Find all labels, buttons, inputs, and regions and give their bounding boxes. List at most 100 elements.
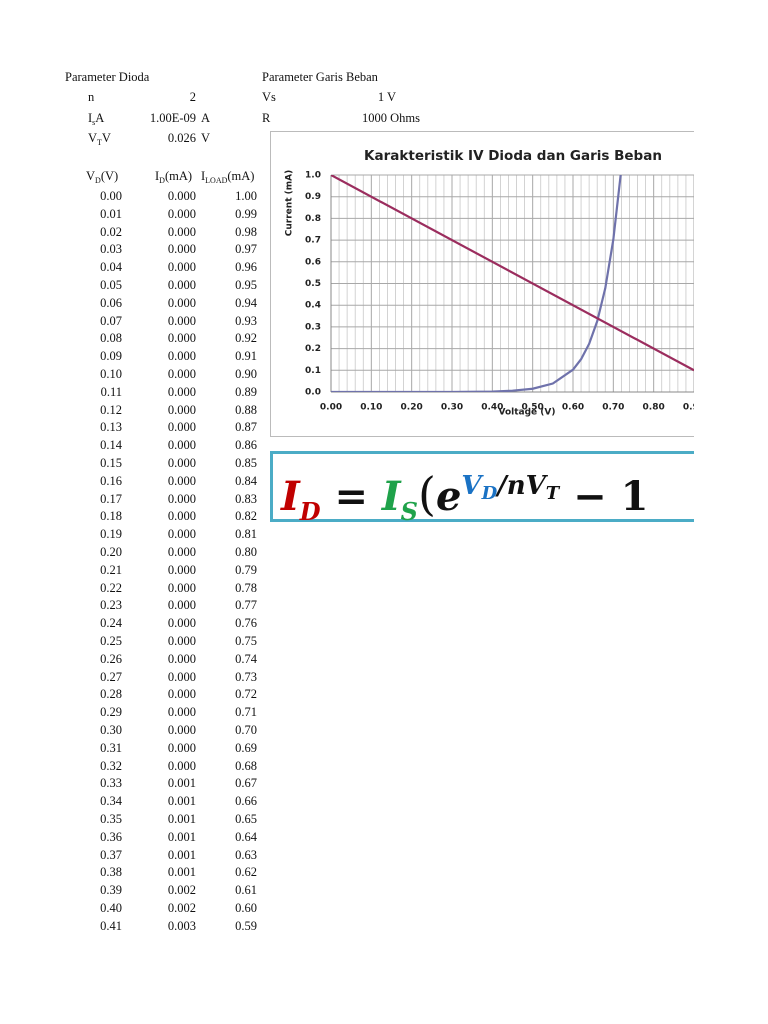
cell-id: 0.000	[167, 580, 196, 595]
subscript: D	[159, 176, 165, 185]
cell-id: 0.000	[167, 687, 196, 702]
cell-iload: 0.77	[235, 598, 257, 613]
cell-iload: 0.60	[235, 901, 257, 915]
unit: A	[95, 110, 105, 125]
cell-id: 0.000	[167, 723, 196, 737]
unit: V	[101, 131, 111, 145]
y-tick-label: 0.2	[305, 344, 321, 354]
cell-vd: 0.40	[100, 901, 122, 915]
eq-symbol: I	[381, 473, 401, 520]
cell-iload: 0.75	[235, 634, 257, 648]
cell-vd: 0.33	[100, 776, 122, 791]
cell-vd: 0.20	[100, 545, 122, 559]
symbol: I	[88, 110, 93, 125]
cell-iload: 0.68	[235, 758, 257, 773]
y-tick-label: 0.5	[305, 279, 321, 289]
cell-vd: 0.29	[100, 705, 122, 720]
cell-id: 0.002	[167, 901, 196, 915]
cell-iload: 0.59	[235, 918, 257, 933]
cell-id: 0.000	[167, 456, 196, 470]
subscript: s	[92, 117, 96, 127]
symbol: R	[262, 110, 271, 125]
cell-iload: 0.65	[235, 812, 257, 826]
cell-id: 0.001	[167, 865, 196, 880]
section-title: Parameter Garis Beban	[262, 70, 378, 84]
cell-id: 0.000	[167, 260, 196, 275]
cell-iload: 0.62	[235, 865, 257, 880]
cell-vd: 0.07	[100, 313, 122, 328]
cell-iload: 0.73	[235, 669, 257, 684]
column-header: ILOAD(mA)	[201, 168, 254, 189]
cell-id: 0.000	[167, 509, 196, 524]
y-tick-label: 0.8	[305, 214, 321, 224]
y-tick-label: 0.6	[305, 257, 321, 267]
cell-iload: 0.90	[235, 367, 257, 381]
cell-iload: 0.87	[235, 420, 257, 435]
cell-vd: 0.05	[100, 278, 122, 292]
cell-vd: 0.32	[100, 758, 122, 773]
cell-iload: 0.92	[235, 331, 257, 346]
cell-vd: 0.27	[100, 669, 122, 684]
subscript: LOAD	[205, 176, 228, 185]
cell-iload: 0.95	[235, 278, 257, 292]
subscript: D	[95, 176, 101, 185]
cell-id: 0.000	[167, 705, 196, 720]
cell-vd: 0.12	[100, 402, 122, 417]
equation: ID = IS(eVD/nVT − 1	[270, 451, 694, 522]
y-tick-label: 0.3	[305, 322, 321, 332]
unit: (mA)	[227, 169, 255, 183]
cell-vd: 0.25	[100, 634, 122, 648]
y-axis-label: Current (mA)	[285, 170, 295, 236]
x-tick-label: 0.20	[401, 403, 423, 413]
cell-vd: 0.00	[100, 189, 122, 203]
eq-symbol: V	[461, 471, 482, 501]
symbol: I	[201, 169, 206, 183]
cell-iload: 0.69	[235, 740, 257, 755]
param-unit: A	[201, 110, 211, 125]
cell-id: 0.001	[167, 847, 196, 862]
eq-exponent: VD/nVT	[461, 471, 560, 504]
cell-iload: 0.63	[235, 847, 257, 862]
eq-subscript: T	[545, 483, 560, 504]
cell-iload: 0.79	[235, 562, 257, 577]
cell-id: 0.001	[167, 812, 196, 826]
cell-id: 0.001	[167, 794, 196, 809]
eq-operator: =	[334, 473, 368, 520]
eq-symbol: e	[435, 473, 462, 520]
cell-id: 0.003	[167, 918, 196, 933]
x-tick-label: 0.70	[602, 403, 624, 413]
cell-id: 0.000	[167, 349, 196, 364]
param-symbol: R	[262, 110, 270, 126]
cell-iload: 0.86	[235, 438, 257, 453]
cell-id: 0.000	[167, 634, 196, 648]
cell-id: 0.002	[167, 883, 196, 898]
cell-iload: 0.94	[235, 295, 257, 310]
cell-id: 0.000	[167, 545, 196, 559]
x-tick-label: 0.00	[320, 403, 342, 413]
cell-iload: 0.93	[235, 313, 257, 328]
eq-operator: /	[497, 471, 507, 501]
series-line	[331, 175, 622, 392]
cell-vd: 0.24	[100, 616, 122, 631]
eq-symbol: I	[281, 473, 300, 520]
cell-vd: 0.16	[100, 473, 122, 488]
section-title: Parameter Dioda	[65, 70, 150, 84]
y-tick-label: 0.9	[305, 192, 321, 202]
cell-vd: 0.06	[100, 295, 122, 310]
cell-iload: 0.82	[235, 509, 257, 524]
param-value: 0.026	[167, 131, 196, 145]
cell-vd: 0.23	[100, 598, 122, 613]
cell-id: 0.000	[167, 278, 196, 292]
equation-frame: ID = IS(eVD/nVT − 1	[270, 451, 694, 522]
cell-iload: 1.00	[235, 189, 257, 203]
eq-symbol: n	[506, 471, 526, 501]
cell-iload: 0.98	[235, 224, 257, 239]
cell-id: 0.000	[167, 438, 196, 453]
chart: Karakteristik IV Dioda dan Garis Beban V…	[270, 131, 694, 437]
cell-id: 0.000	[167, 616, 196, 631]
cell-vd: 0.17	[100, 491, 122, 506]
cell-id: 0.000	[167, 758, 196, 773]
eq-subscript: D	[481, 483, 498, 504]
eq-paren: (	[417, 467, 436, 521]
cell-iload: 0.85	[235, 456, 257, 470]
